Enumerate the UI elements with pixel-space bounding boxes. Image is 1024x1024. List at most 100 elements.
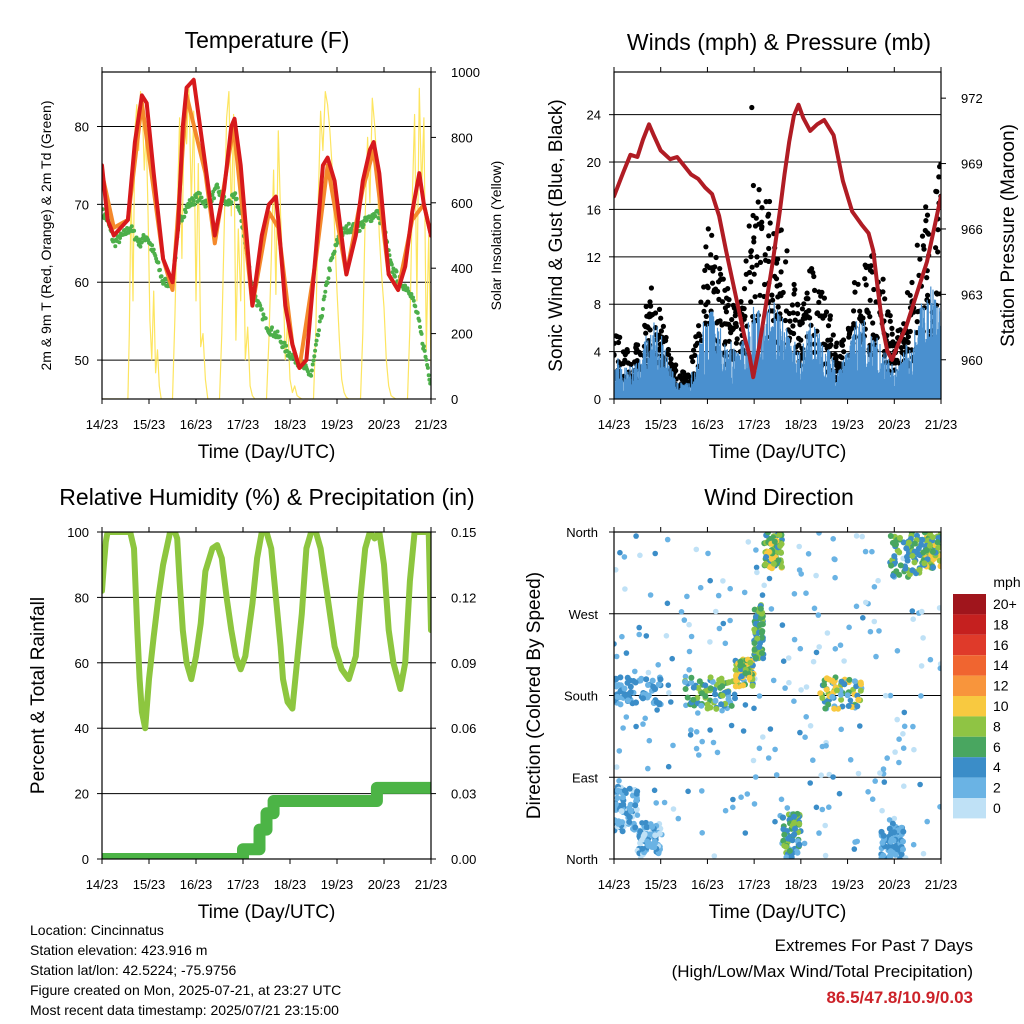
- gust-point: [783, 259, 789, 265]
- direction-point: [624, 679, 631, 686]
- direction-point: [712, 697, 719, 704]
- gust-point: [907, 292, 913, 298]
- direction-point: [910, 841, 917, 848]
- direction-point: [733, 672, 740, 679]
- winds-xtick-label: 16/23: [691, 417, 724, 432]
- gust-point: [919, 233, 926, 239]
- dewpoint-point: [335, 237, 339, 242]
- direction-point: [822, 822, 828, 829]
- direction-point: [682, 686, 689, 692]
- gust-point: [648, 285, 655, 291]
- gust-point: [821, 295, 828, 301]
- direction-point: [742, 670, 749, 677]
- speed-legend-label: 12: [993, 678, 1009, 694]
- dewpoint-point: [426, 373, 431, 378]
- gust-point: [795, 311, 801, 317]
- direction-point: [785, 655, 792, 661]
- direction-point: [652, 550, 658, 557]
- dewpoint-point: [199, 195, 204, 200]
- gust-point: [752, 223, 759, 229]
- direction-point: [675, 815, 682, 822]
- direction-point: [896, 759, 902, 766]
- gust-point: [835, 362, 841, 368]
- direction-point: [623, 650, 630, 656]
- dewpoint-point: [419, 331, 424, 336]
- direction-point: [832, 646, 839, 652]
- direction-point: [681, 617, 688, 623]
- direction-point: [901, 723, 908, 730]
- gust-point: [851, 280, 858, 286]
- direction-point: [816, 532, 822, 536]
- direction-point: [702, 682, 709, 689]
- direction-point: [929, 548, 936, 555]
- dewpoint-point: [415, 310, 420, 315]
- gust-point: [917, 256, 923, 262]
- direction-point: [616, 748, 623, 754]
- direction-point: [766, 548, 772, 555]
- dewpoint-point: [311, 358, 316, 363]
- gust-point: [643, 303, 649, 310]
- direction-point: [644, 838, 651, 845]
- temperature-ytick-label: 60: [75, 275, 89, 290]
- direction-point: [664, 536, 671, 543]
- direction-point: [653, 800, 659, 806]
- dewpoint-point: [357, 228, 362, 233]
- gust-point: [848, 326, 854, 332]
- direction-point: [751, 646, 758, 653]
- temperature-y2tick-label: 0: [451, 392, 458, 407]
- direction-point: [838, 726, 844, 733]
- direction-point: [873, 653, 879, 660]
- dewpoint-point: [275, 329, 280, 334]
- temperature-xtick-label: 21/23: [415, 417, 448, 432]
- dewpoint-point: [309, 373, 314, 378]
- direction-point: [620, 725, 626, 731]
- gust-point: [754, 262, 760, 268]
- direction-point: [625, 697, 632, 704]
- direction-point: [865, 789, 871, 795]
- speed-legend-swatch: [953, 594, 986, 615]
- direction-point: [654, 707, 660, 713]
- direction-point: [766, 575, 773, 582]
- gust-point: [887, 318, 893, 324]
- gust-point: [857, 315, 863, 322]
- gust-point: [766, 245, 772, 252]
- humidity-ytick-label: 80: [75, 590, 89, 605]
- direction-point: [728, 702, 735, 709]
- dewpoint-point: [137, 237, 142, 242]
- direction-point: [807, 723, 814, 729]
- gust-point: [656, 306, 663, 312]
- gust-point: [867, 314, 873, 320]
- direction-point: [719, 707, 725, 714]
- gust-point: [696, 323, 702, 329]
- direction-point: [767, 726, 774, 732]
- gust-point: [748, 254, 754, 260]
- direction-point: [725, 696, 732, 703]
- gust-point: [658, 315, 664, 321]
- winds-xtick-label: 20/23: [878, 417, 911, 432]
- winds-y2tick-label: 972: [961, 91, 983, 106]
- direction-point: [917, 781, 923, 788]
- direction-point: [889, 539, 896, 546]
- direction-point: [887, 533, 894, 539]
- direction-point: [633, 790, 640, 797]
- winds-y2tick-label: 969: [961, 157, 983, 172]
- direction-point: [619, 633, 625, 640]
- gust-point: [703, 313, 709, 319]
- direction-point: [742, 702, 749, 708]
- direction-point: [685, 788, 691, 795]
- direction-point: [813, 649, 820, 656]
- dewpoint-point: [197, 191, 202, 196]
- direction-point: [626, 819, 633, 825]
- direction-xtick-label: 16/23: [691, 877, 724, 892]
- direction-point: [918, 663, 925, 669]
- dewpoint-point: [132, 228, 137, 233]
- direction-point: [875, 577, 881, 584]
- direction-point: [690, 684, 697, 691]
- dewpoint-point: [212, 196, 216, 201]
- direction-point: [846, 624, 852, 631]
- direction-point: [614, 801, 619, 808]
- speed-legend-swatch: [953, 798, 986, 819]
- direction-point: [758, 629, 765, 636]
- dewpoint-point: [313, 342, 318, 347]
- dewpoint-point: [191, 198, 196, 203]
